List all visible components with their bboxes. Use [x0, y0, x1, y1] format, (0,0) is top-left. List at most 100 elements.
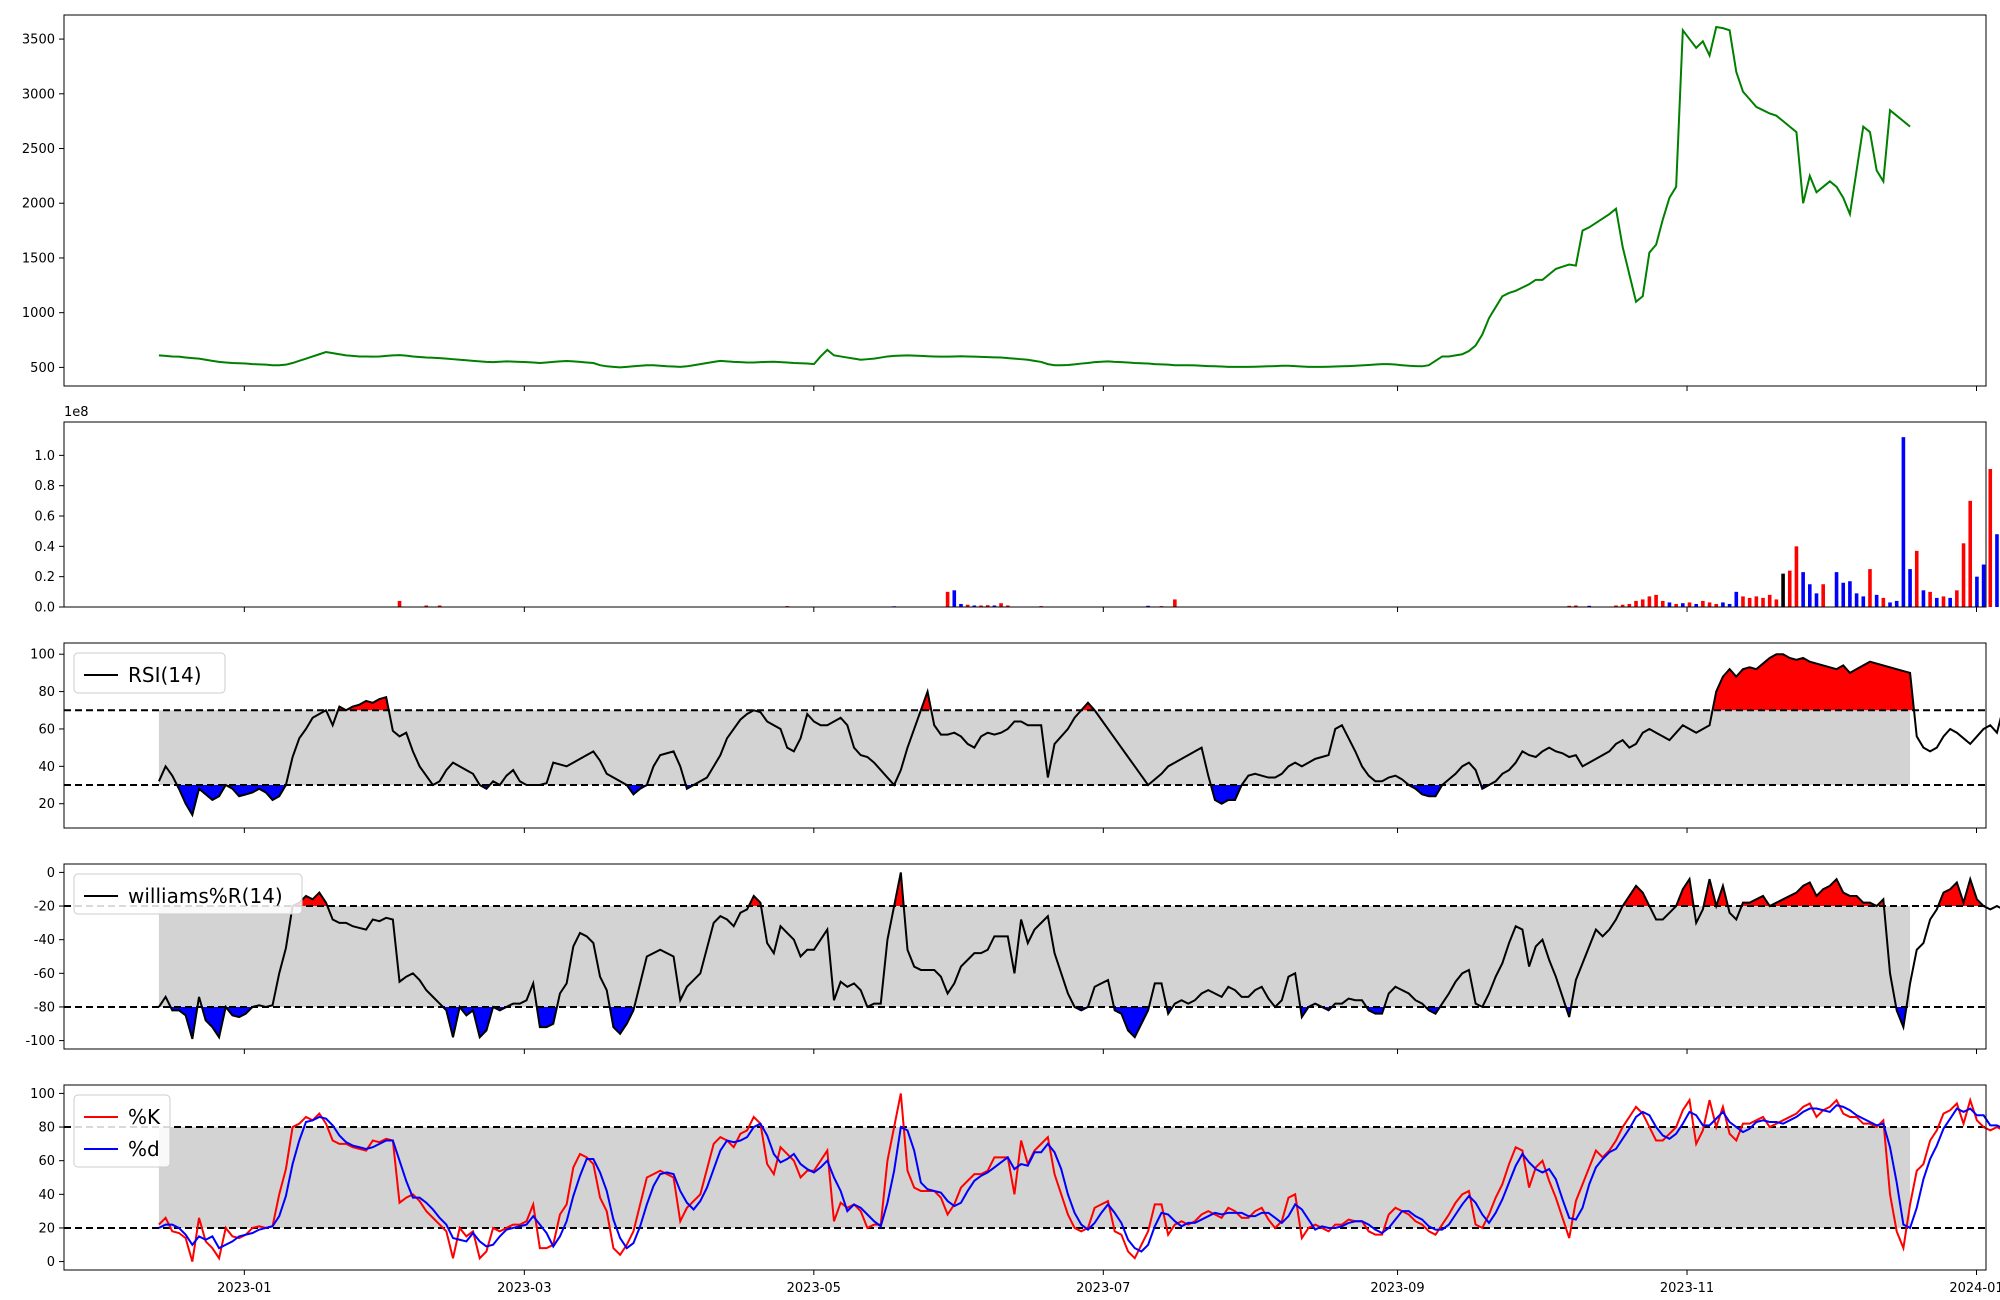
y-tick-label: 0.4: [34, 540, 55, 555]
volume-bar: [1754, 596, 1759, 607]
volume-bar: [1734, 591, 1739, 607]
y-tick-label: 80: [38, 1121, 55, 1136]
y-tick-label: 60: [38, 722, 55, 737]
volume-bar: [1681, 603, 1685, 607]
volume-bar: [1647, 596, 1652, 607]
y-tick-label: 3000: [22, 87, 55, 102]
volume-bar: [1968, 500, 1973, 607]
y-tick-label: 0: [47, 866, 55, 881]
volume-bar: [1567, 605, 1571, 607]
stoch-k-line: [158, 1093, 2000, 1262]
y-tick-label: -60: [34, 967, 55, 982]
volume-bar: [1935, 597, 1939, 607]
y-tick-label: -20: [34, 900, 55, 915]
oversold-fill: [225, 785, 286, 800]
volume-bar: [1173, 599, 1177, 607]
x-tick-label: 2023-05: [787, 1281, 841, 1296]
volume-bar: [1761, 597, 1765, 607]
overbought-fill: [1769, 879, 1877, 907]
oversold-fill: [177, 785, 226, 815]
band: [158, 710, 1911, 786]
overbought-fill: [1703, 879, 1717, 907]
volume-bar: [972, 605, 977, 607]
y-tick-label: 0.8: [34, 479, 55, 494]
overbought-fill: [1081, 702, 1095, 711]
volume-bar: [1747, 597, 1752, 607]
volume-bar: [1988, 469, 1993, 607]
axes-frame: [63, 14, 1987, 387]
volume-bar: [1721, 602, 1725, 607]
legend: [73, 652, 226, 694]
axes-frame: [63, 1084, 1987, 1271]
legend-label: %d: [128, 1137, 160, 1161]
y-tick-label: 1500: [22, 251, 55, 266]
williams-r-panel: 0 -20 -40 -60 -80 -100 williams%R(14): [25, 863, 2000, 1050]
y-tick-label: 1.0: [34, 449, 55, 464]
axes-frame: [63, 642, 1987, 829]
volume-bar: [1955, 590, 1959, 607]
rsi-panel: 20 40 60 80 100 RSI(14): [30, 642, 2000, 829]
volume-bar: [1634, 600, 1638, 607]
volume-bar: [1961, 543, 1966, 607]
x-tick-label: 2023-11: [1660, 1281, 1714, 1296]
overbought-fill: [1622, 885, 1650, 907]
volume-bar: [1794, 546, 1799, 607]
volume-bar: [1767, 594, 1772, 607]
volume-bar: [1781, 573, 1785, 607]
volume-bar: [1908, 569, 1912, 607]
volume-bar: [1674, 603, 1678, 607]
price-line: [158, 25, 1911, 369]
volume-bar: [1714, 603, 1719, 607]
x-tick-label: 2023-03: [497, 1281, 551, 1296]
volume-bar: [1914, 550, 1919, 607]
volume-bar: [1814, 593, 1819, 607]
y-tick-label: 20: [38, 1221, 55, 1236]
volume-bar: [1888, 602, 1892, 607]
y-tick-label: 20: [38, 797, 55, 812]
overbought-fill: [1676, 879, 1694, 907]
y-tick-label: 0: [47, 1255, 55, 1270]
volume-bar: [1834, 572, 1839, 607]
oversold-fill: [442, 1006, 460, 1038]
overbought-fill: [1712, 654, 1914, 711]
volume-bar: [1901, 437, 1906, 607]
volume-bar: [992, 605, 997, 607]
volume-bar: [1727, 603, 1732, 607]
volume-bar: [1868, 569, 1872, 607]
y-tick-label: -100: [25, 1034, 55, 1049]
volume-bar: [1687, 602, 1692, 607]
volume-bar: [1627, 603, 1632, 607]
volume-bar: [1995, 534, 1999, 607]
legend-label: RSI(14): [128, 663, 202, 687]
y-tick-label: 100: [30, 648, 55, 663]
volume-bar: [1841, 582, 1846, 607]
volume-bar: [424, 605, 429, 607]
y-tick-label: 2500: [22, 142, 55, 157]
volume-offset-label: 1e8: [64, 405, 89, 420]
volume-bar: [1975, 576, 1979, 607]
band: [158, 906, 1911, 1007]
y-tick-label: 0.2: [34, 570, 55, 585]
volume-bar: [959, 603, 963, 607]
y-tick-label: 0.6: [34, 510, 55, 525]
y-tick-label: 2000: [22, 197, 55, 212]
y-tick-label: 60: [38, 1154, 55, 1169]
x-tick-label: 2023-09: [1370, 1281, 1424, 1296]
y-tick-label: 500: [30, 361, 55, 376]
oversold-fill: [609, 1006, 635, 1034]
volume-bar: [1921, 590, 1926, 607]
volume-bar: [1861, 596, 1866, 607]
volume-bar: [952, 590, 957, 607]
legend-label: %K: [128, 1105, 161, 1129]
volume-bar: [979, 605, 983, 607]
volume-bar: [1614, 605, 1618, 607]
volume-bar: [1640, 599, 1645, 607]
volume-bar: [1654, 594, 1658, 607]
volume-bar: [1894, 600, 1899, 607]
x-tick-label: 2024-01: [1949, 1281, 2000, 1296]
volume-bar: [1005, 605, 1010, 607]
rsi-line: [157, 653, 2000, 818]
volume-bar: [1707, 602, 1712, 607]
